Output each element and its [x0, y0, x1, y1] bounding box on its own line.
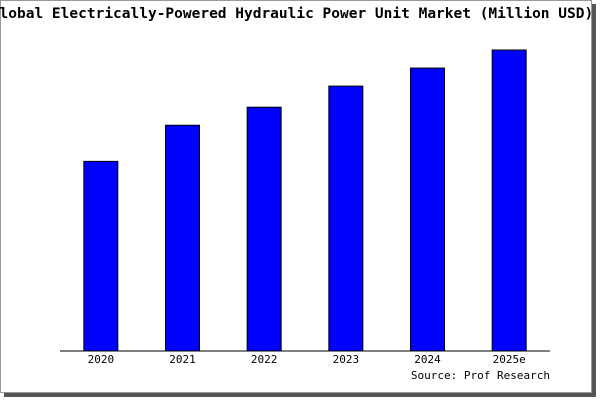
bar	[491, 49, 527, 352]
bar	[328, 85, 364, 352]
x-tick-label: 2020	[88, 353, 115, 366]
bar	[246, 106, 282, 352]
bar	[410, 67, 445, 352]
x-tick-label: 2024	[414, 353, 441, 366]
x-tick-label: 2025e	[493, 353, 526, 366]
bar	[165, 124, 200, 352]
x-tick-label: 2021	[169, 353, 196, 366]
x-tick-label: 2022	[251, 353, 278, 366]
chart-title: Global Electrically-Powered Hydraulic Po…	[0, 6, 593, 22]
x-tick-label: 2023	[333, 353, 360, 366]
bar	[83, 160, 119, 352]
source-note: Source: Prof Research	[411, 369, 550, 382]
